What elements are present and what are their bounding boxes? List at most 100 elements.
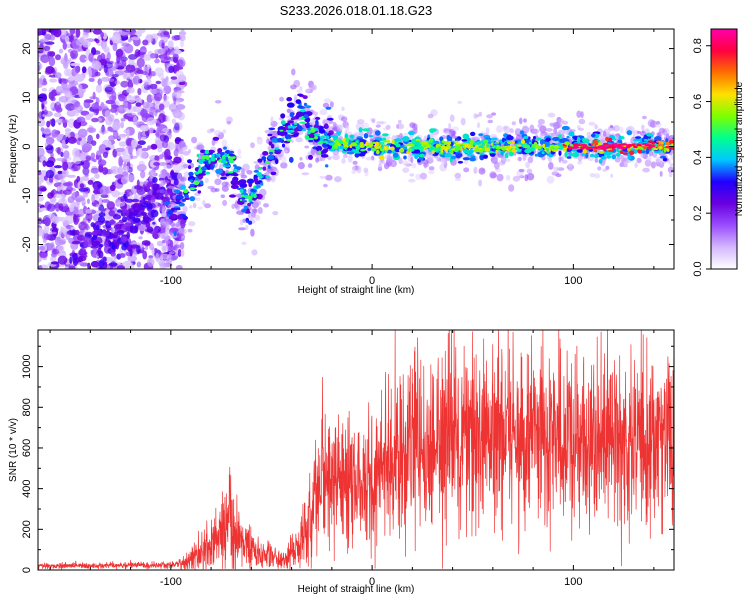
spectrogram-cell bbox=[38, 203, 42, 207]
spectrogram-cell bbox=[444, 147, 449, 152]
spectrogram-cell bbox=[102, 256, 107, 263]
spectrogram-cell bbox=[158, 113, 166, 124]
spectrogram-cell bbox=[615, 133, 621, 137]
spectrogram-cell bbox=[295, 99, 302, 104]
spectrogram-y-tick-label: 0 bbox=[21, 143, 33, 149]
spectrogram-cell bbox=[340, 116, 348, 122]
spectrogram-cell bbox=[602, 168, 608, 172]
spectrogram-cell bbox=[69, 50, 79, 59]
spectrogram-cell bbox=[308, 85, 316, 91]
spectrogram-cell bbox=[130, 244, 139, 249]
spectrogram-cell bbox=[443, 141, 448, 145]
spectrogram-cell bbox=[594, 173, 600, 179]
spectrogram-cell bbox=[354, 165, 359, 171]
spectrogram-cell bbox=[346, 151, 355, 155]
spectrogram-cell bbox=[74, 107, 81, 113]
spectrogram-cell bbox=[88, 112, 97, 116]
spectrogram-cell bbox=[293, 122, 298, 126]
spectrogram-cell bbox=[647, 155, 652, 162]
spectrogram-cell bbox=[291, 68, 296, 76]
spectrogram-cell bbox=[315, 157, 320, 163]
spectrogram-cell bbox=[134, 209, 139, 214]
spectrogram-cell bbox=[121, 207, 128, 214]
spectrogram-cell bbox=[163, 164, 172, 169]
spectrogram-cell bbox=[178, 81, 186, 86]
spectrogram-cell bbox=[98, 250, 104, 259]
spectrogram-cell bbox=[378, 159, 386, 165]
spectrogram-cell bbox=[157, 147, 163, 153]
spectrogram-cell bbox=[363, 167, 369, 173]
spectrogram-cell bbox=[188, 171, 194, 177]
spectrogram-cell bbox=[47, 203, 56, 212]
spectrogram-cell bbox=[391, 139, 395, 145]
spectrogram-cell bbox=[113, 130, 119, 140]
spectrogram-cell bbox=[519, 117, 523, 125]
spectrogram-cell bbox=[79, 176, 89, 180]
spectrogram-cell bbox=[116, 152, 122, 157]
spectrogram-cell bbox=[188, 165, 192, 170]
spectrogram-cell bbox=[40, 187, 47, 192]
spectrogram-cell bbox=[286, 102, 295, 108]
spectrogram-cell bbox=[508, 184, 515, 192]
spectrogram-cell bbox=[238, 227, 247, 231]
spectrogram-cell bbox=[581, 152, 587, 156]
spectrogram-cell bbox=[307, 137, 315, 141]
spectrogram-cell bbox=[155, 192, 164, 200]
colorbar-fill bbox=[710, 28, 738, 270]
spectrogram-cell bbox=[85, 212, 93, 222]
spectrogram-cell bbox=[457, 100, 463, 104]
spectrogram-cell bbox=[463, 158, 469, 165]
spectrogram-cell bbox=[301, 172, 310, 176]
spectrogram-cell bbox=[279, 96, 284, 102]
spectrogram-cell bbox=[542, 143, 546, 149]
spectrogram-cell bbox=[153, 161, 161, 166]
spectrogram-cell bbox=[362, 128, 370, 132]
spectrogram-cell bbox=[147, 257, 155, 267]
spectrogram-cell bbox=[93, 262, 100, 268]
spectrogram-cell bbox=[44, 69, 53, 75]
spectrogram-cell bbox=[279, 129, 284, 132]
spectrogram-cell bbox=[40, 54, 50, 64]
spectrogram-cell bbox=[403, 132, 409, 137]
spectrogram-cell bbox=[93, 158, 97, 163]
spectrogram-cell bbox=[253, 199, 261, 206]
spectrogram-cell bbox=[462, 133, 470, 140]
spectrogram-cell bbox=[210, 157, 216, 162]
spectrogram-cell bbox=[109, 241, 115, 246]
spectrogram-cell bbox=[214, 178, 222, 186]
spectrogram-cell bbox=[296, 111, 304, 117]
spectrogram-cell bbox=[448, 122, 452, 130]
spectrogram-cell bbox=[568, 131, 575, 137]
spectrogram-cell bbox=[46, 29, 56, 33]
spectrogram-cell bbox=[517, 144, 522, 147]
spectrogram-cell bbox=[327, 140, 334, 144]
spectrogram-cell bbox=[150, 209, 159, 218]
spectrogram-cell bbox=[137, 88, 142, 96]
spectrogram-cell bbox=[66, 68, 70, 77]
spectrogram-cell bbox=[90, 152, 96, 159]
spectrogram-cell bbox=[305, 88, 311, 93]
spectrogram-cell bbox=[645, 148, 650, 155]
spectrogram-cell bbox=[102, 45, 110, 52]
spectrogram-cell bbox=[268, 127, 276, 131]
spectrogram-cell bbox=[162, 197, 170, 203]
spectrogram-x-tick-label: 0 bbox=[369, 275, 375, 287]
spectrogram-cell bbox=[147, 145, 152, 150]
spectrogram-cell bbox=[245, 224, 249, 231]
spectrogram-cell bbox=[264, 160, 270, 164]
spectrogram-cell bbox=[525, 144, 531, 149]
spectrogram-cell bbox=[140, 202, 149, 208]
spectrogram-cell bbox=[478, 145, 485, 149]
spectrogram-cell bbox=[401, 136, 410, 142]
colorbar-tick-label: 0.4 bbox=[692, 150, 704, 165]
spectrogram-cell bbox=[352, 160, 358, 165]
spectrogram-cell bbox=[454, 178, 462, 181]
spectrogram-cell bbox=[485, 127, 490, 135]
spectrogram-cell bbox=[87, 262, 91, 269]
spectrogram-cell bbox=[519, 130, 525, 135]
spectrogram-cell bbox=[272, 130, 279, 138]
spectrogram-cell bbox=[315, 119, 319, 126]
spectrogram-cell bbox=[615, 152, 621, 157]
